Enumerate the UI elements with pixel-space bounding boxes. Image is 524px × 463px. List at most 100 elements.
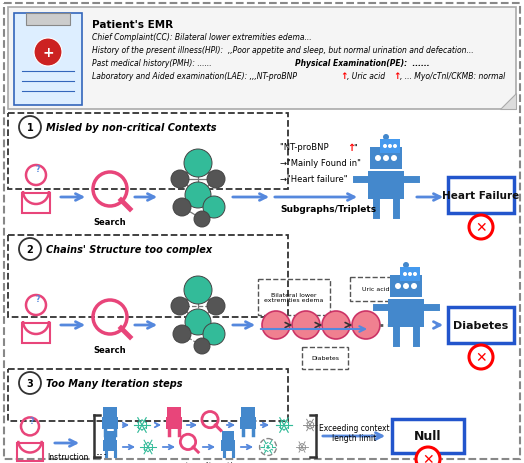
Text: Search: Search: [94, 345, 126, 354]
Circle shape: [185, 182, 211, 208]
Circle shape: [395, 283, 401, 289]
Text: ...: ...: [96, 444, 108, 457]
Text: ?: ?: [36, 295, 40, 304]
Circle shape: [194, 212, 210, 227]
Circle shape: [19, 372, 41, 394]
Text: Misled by non-critical Contexts: Misled by non-critical Contexts: [46, 123, 216, 133]
Circle shape: [394, 162, 402, 169]
Bar: [448, 178, 514, 213]
Circle shape: [390, 289, 398, 297]
Circle shape: [403, 263, 409, 269]
Bar: [380, 140, 400, 154]
Circle shape: [408, 272, 412, 276]
Text: Uric acid: Uric acid: [362, 287, 390, 292]
Circle shape: [194, 338, 210, 354]
Bar: [221, 440, 235, 450]
Text: ?: ?: [36, 165, 40, 174]
Text: ↑: ↑: [393, 72, 400, 81]
Text: ✕: ✕: [475, 220, 487, 234]
Bar: [388, 300, 424, 327]
Text: 3: 3: [27, 378, 34, 388]
Text: Too Many Iteration steps: Too Many Iteration steps: [46, 378, 182, 388]
Text: Subgraphs/Triplets: Subgraphs/Triplets: [280, 205, 376, 214]
Circle shape: [394, 148, 402, 156]
Polygon shape: [500, 94, 516, 110]
Bar: [14, 14, 82, 106]
Text: ✕: ✕: [422, 452, 434, 463]
Text: ↑: ↑: [347, 143, 355, 153]
Bar: [302, 347, 348, 369]
Circle shape: [383, 144, 387, 149]
Circle shape: [469, 216, 493, 239]
Text: Null: Null: [414, 430, 442, 443]
Bar: [167, 407, 181, 417]
Bar: [222, 431, 234, 440]
Text: Laboratory and Aided examination(LAE): ,,,NT-proBNP: Laboratory and Aided examination(LAE): ,…: [92, 72, 299, 81]
Circle shape: [388, 144, 392, 149]
Bar: [370, 148, 402, 169]
Text: History of the present illness(HPI):  ,,Poor appetite and sleep, but normal urin: History of the present illness(HPI): ,,P…: [92, 46, 474, 55]
Bar: [241, 407, 255, 417]
Circle shape: [262, 311, 290, 339]
Circle shape: [292, 311, 320, 339]
Bar: [8, 369, 288, 421]
Bar: [103, 440, 117, 450]
Circle shape: [173, 325, 191, 343]
Circle shape: [375, 156, 381, 162]
Circle shape: [403, 272, 407, 276]
Circle shape: [391, 156, 397, 162]
Bar: [8, 114, 288, 189]
Bar: [448, 307, 514, 343]
Text: Bilateral lower
extremities edema: Bilateral lower extremities edema: [264, 292, 324, 303]
Bar: [392, 419, 464, 453]
Bar: [368, 172, 404, 200]
Circle shape: [469, 345, 493, 369]
Bar: [400, 268, 420, 282]
Text: Instruction: Instruction: [47, 452, 89, 461]
Text: n-step  Iterations: n-step Iterations: [171, 461, 248, 463]
Text: Diabetes: Diabetes: [453, 320, 509, 330]
Text: Diabetes: Diabetes: [311, 356, 339, 361]
Text: →"Mainly Found in": →"Mainly Found in": [280, 159, 361, 168]
Text: ↑: ↑: [340, 72, 347, 81]
Circle shape: [19, 238, 41, 260]
Text: Chains' Structure too complex: Chains' Structure too complex: [46, 244, 212, 255]
Text: ?: ?: [30, 417, 34, 425]
Text: Exceeding context
length limit: Exceeding context length limit: [319, 423, 389, 443]
Circle shape: [411, 283, 417, 289]
Circle shape: [390, 275, 398, 283]
Bar: [390, 275, 422, 297]
Bar: [26, 14, 70, 26]
Bar: [22, 194, 50, 213]
Bar: [103, 407, 117, 417]
Circle shape: [414, 275, 422, 283]
Circle shape: [322, 311, 350, 339]
Circle shape: [413, 272, 417, 276]
Text: +: +: [42, 46, 54, 60]
Text: Past medical history(PMH): ......: Past medical history(PMH): ......: [92, 59, 212, 68]
Circle shape: [414, 289, 422, 297]
Text: , Uric acid: , Uric acid: [347, 72, 388, 81]
Circle shape: [171, 171, 189, 188]
Text: ✕: ✕: [475, 350, 487, 364]
Bar: [8, 236, 288, 317]
Bar: [350, 277, 402, 301]
Circle shape: [403, 283, 409, 289]
Circle shape: [184, 276, 212, 304]
Text: 1: 1: [27, 123, 34, 133]
Circle shape: [185, 309, 211, 335]
Circle shape: [171, 297, 189, 315]
Text: Heart Failure: Heart Failure: [442, 191, 520, 200]
Circle shape: [370, 148, 378, 156]
Bar: [240, 417, 256, 429]
Bar: [102, 417, 118, 429]
Circle shape: [203, 197, 225, 219]
Bar: [166, 417, 182, 429]
Bar: [258, 279, 330, 315]
Text: 2: 2: [27, 244, 34, 255]
Bar: [22, 323, 50, 343]
Text: Search: Search: [94, 218, 126, 226]
Circle shape: [184, 150, 212, 178]
Bar: [104, 431, 116, 440]
Text: "NT-proBNP: "NT-proBNP: [280, 143, 331, 152]
